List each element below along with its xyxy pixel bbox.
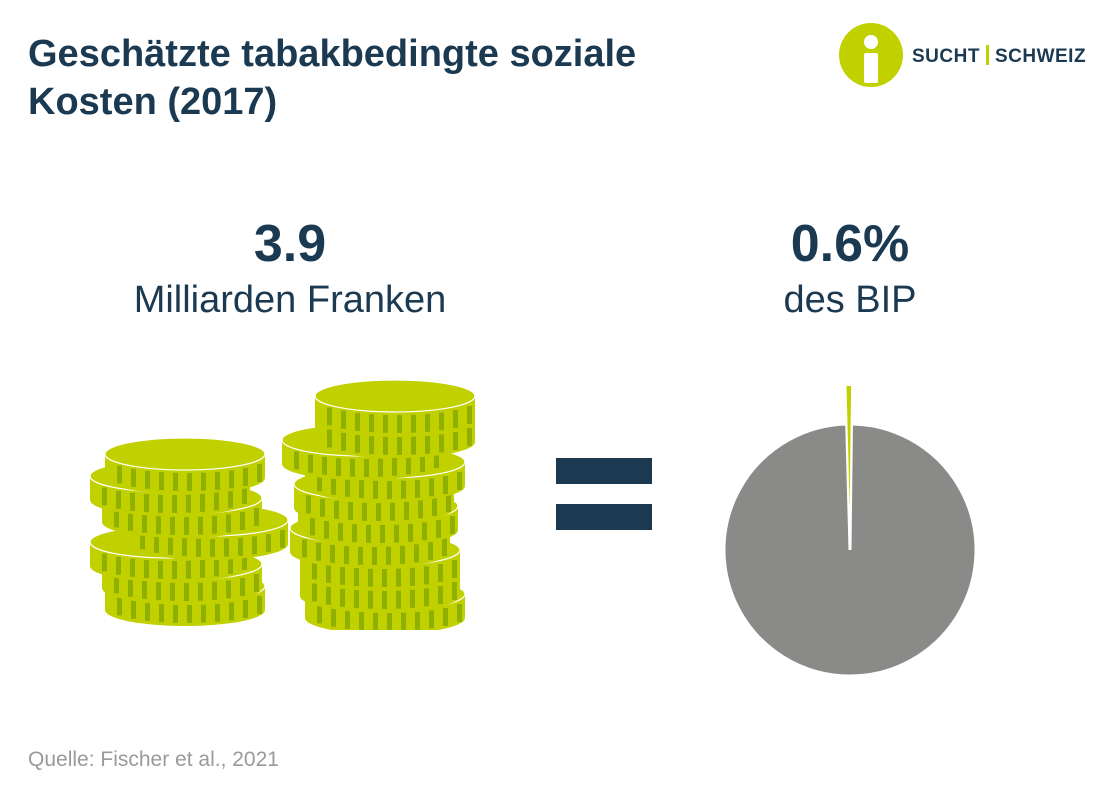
logo-text-schweiz: SCHWEIZ xyxy=(994,46,1087,67)
equals-bar-top xyxy=(556,458,652,484)
cost-value: 3.9 xyxy=(253,215,327,273)
title-line-2: Kosten (2017) xyxy=(28,81,278,123)
equals-bar-bottom xyxy=(556,504,652,530)
sucht-schweiz-logo: SUCHT SCHWEIZ xyxy=(838,22,1088,88)
coin-icon xyxy=(314,379,476,436)
cost-stat: 3.9 Milliarden Franken xyxy=(90,212,490,324)
page-title: Geschätzte tabakbedingte soziale Kosten … xyxy=(28,30,788,126)
coin-stacks-icon xyxy=(90,379,476,630)
gdp-stat: 0.6% des BIP xyxy=(700,212,1000,324)
pie-slice-tobacco-costs xyxy=(846,386,852,509)
cost-unit: Milliarden Franken xyxy=(133,279,447,321)
pie-slice-rest-of-gdp xyxy=(722,422,978,678)
gdp-share-value: 0.6% xyxy=(790,215,910,273)
title-line-1: Geschätzte tabakbedingte soziale xyxy=(28,33,637,75)
coin-icon xyxy=(104,437,266,494)
source-note: Quelle: Fischer et al., 2021 xyxy=(28,748,279,771)
logo-text-sucht: SUCHT xyxy=(912,46,980,67)
logo-separator xyxy=(985,45,989,65)
logo-wordmark: SUCHT SCHWEIZ xyxy=(912,45,1086,68)
logo-person-icon xyxy=(839,23,903,87)
gdp-share-unit: des BIP xyxy=(783,279,917,321)
gdp-pie-chart xyxy=(722,386,978,678)
equals-icon xyxy=(556,458,652,530)
